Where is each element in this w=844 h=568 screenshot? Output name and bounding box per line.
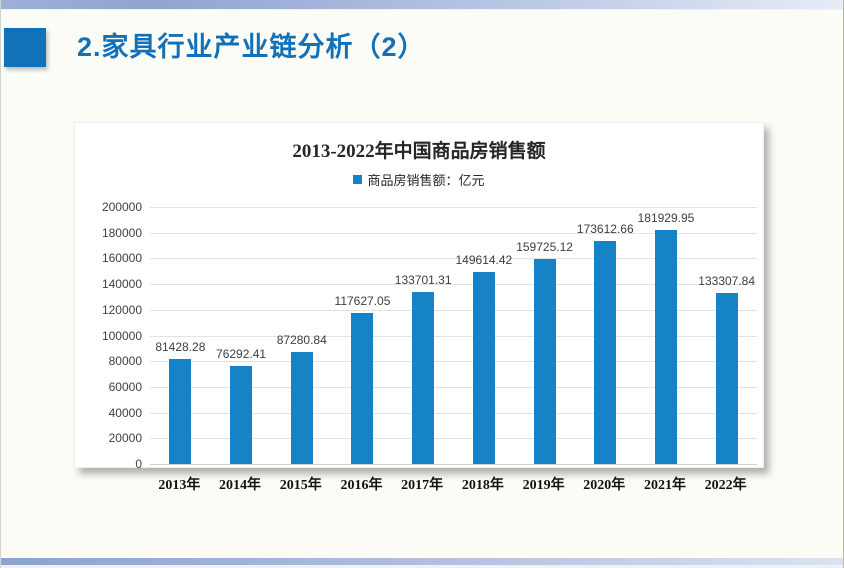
y-tick-label: 180000: [101, 225, 142, 240]
gridline: [150, 258, 757, 260]
bar-2021年: [654, 230, 677, 464]
bar-value-label: 149614.42: [455, 252, 513, 267]
bar-value-label: 117627.05: [334, 293, 391, 308]
bar-slot-2016年: 117627.05: [332, 207, 393, 464]
bar-2018年: [472, 271, 495, 464]
gridline: [150, 309, 757, 311]
bar-value-label: 76292.41: [216, 346, 267, 361]
bar-2019年: [533, 258, 556, 464]
chart-legend: 商品房销售额：亿元: [75, 172, 763, 188]
gridline: [150, 412, 757, 414]
bar-value-label: 87280.84: [276, 332, 327, 347]
bar-value-label: 181929.95: [637, 211, 695, 226]
x-tick-label: 2013年: [158, 478, 201, 493]
bar-slot-2020年: 173612.66: [575, 207, 636, 464]
y-tick-label: 140000: [101, 277, 142, 292]
x-tick-label: 2019年: [522, 478, 565, 493]
bar-slot-2013年: 81428.28: [150, 207, 211, 464]
y-axis: 200000 180000 160000 140000 120000 100000 8000…: [75, 200, 142, 471]
x-tick-label: 2020年: [583, 478, 626, 493]
bar-slot-2014年: 76292.41: [211, 207, 272, 464]
gridline: [150, 232, 757, 234]
bar-2013年: [169, 359, 192, 464]
y-tick-label: 60000: [108, 379, 142, 394]
slide-title: 2.家具行业产业链分析（2）: [77, 32, 426, 62]
legend-label: 商品房销售额：亿元: [367, 172, 485, 188]
bar-slot-2018年: 149614.42: [454, 207, 515, 464]
bar-value-label: 81428.28: [155, 340, 206, 355]
x-tick-label: 2014年: [219, 478, 262, 493]
x-tick-label: 2022年: [704, 478, 747, 493]
gridline: [150, 438, 757, 440]
gridline: [150, 386, 757, 388]
gridline: [150, 207, 757, 208]
y-tick-label: 20000: [108, 431, 142, 446]
title-accent-square: [4, 28, 46, 67]
bars-row: 81428.28 76292.41 87280.84 117627.05 133701.…: [150, 207, 757, 464]
y-tick-label: 200000: [101, 200, 142, 214]
x-axis-labels: 2013年 2014年 2015年 2016年 2017年 2018年 2019年 2020年…: [149, 474, 756, 494]
gridline: [150, 284, 757, 286]
x-tick-label: 2015年: [279, 478, 322, 493]
bar-slot-2015年: 87280.84: [271, 207, 332, 464]
x-tick-label: 2021年: [643, 478, 686, 493]
x-axis-baseline: [150, 464, 757, 465]
bar-value-label: 133307.84: [698, 273, 756, 288]
legend-marker-icon: [353, 174, 363, 184]
bar-value-label: 159725.12: [516, 239, 573, 254]
gridline: [150, 361, 757, 363]
top-accent-bar: [1, 0, 843, 10]
bar-value-label: 133701.31: [394, 273, 452, 288]
y-tick-label: 40000: [108, 405, 142, 420]
bar-2016年: [351, 312, 374, 464]
bar-slot-2017年: 133701.31: [393, 207, 454, 464]
gridline: [150, 335, 757, 337]
bar-slot-2022年: 133307.84: [696, 207, 757, 464]
bar-slot-2021年: 181929.95: [636, 207, 697, 464]
y-tick-label: 120000: [101, 302, 142, 317]
y-tick-label: 160000: [101, 251, 142, 266]
x-tick-label: 2018年: [461, 478, 504, 493]
bar-2017年: [412, 292, 435, 464]
plot-area: 81428.28 76292.41 87280.84 117627.05 133701.…: [150, 207, 757, 465]
x-tick-label: 2016年: [340, 478, 383, 493]
bar-2022年: [715, 292, 738, 464]
bar-2014年: [230, 365, 253, 464]
chart-card: 2013-2022年中国商品房销售额 商品房销售额：亿元 200000 18000…: [74, 122, 764, 471]
x-tick-label: 2017年: [401, 478, 444, 493]
bottom-accent-bar: [1, 558, 843, 565]
y-tick-label: 0: [135, 457, 142, 471]
chart-title: 2013-2022年中国商品房销售额: [292, 141, 546, 162]
bar-value-label: 173612.66: [576, 221, 634, 236]
bottom-accent-bar-light: [1, 565, 843, 568]
y-tick-label: 100000: [101, 328, 142, 343]
bar-slot-2019年: 159725.12: [514, 207, 575, 464]
y-tick-label: 80000: [108, 354, 142, 369]
bar-2020年: [594, 240, 617, 464]
bar-2015年: [290, 351, 313, 464]
